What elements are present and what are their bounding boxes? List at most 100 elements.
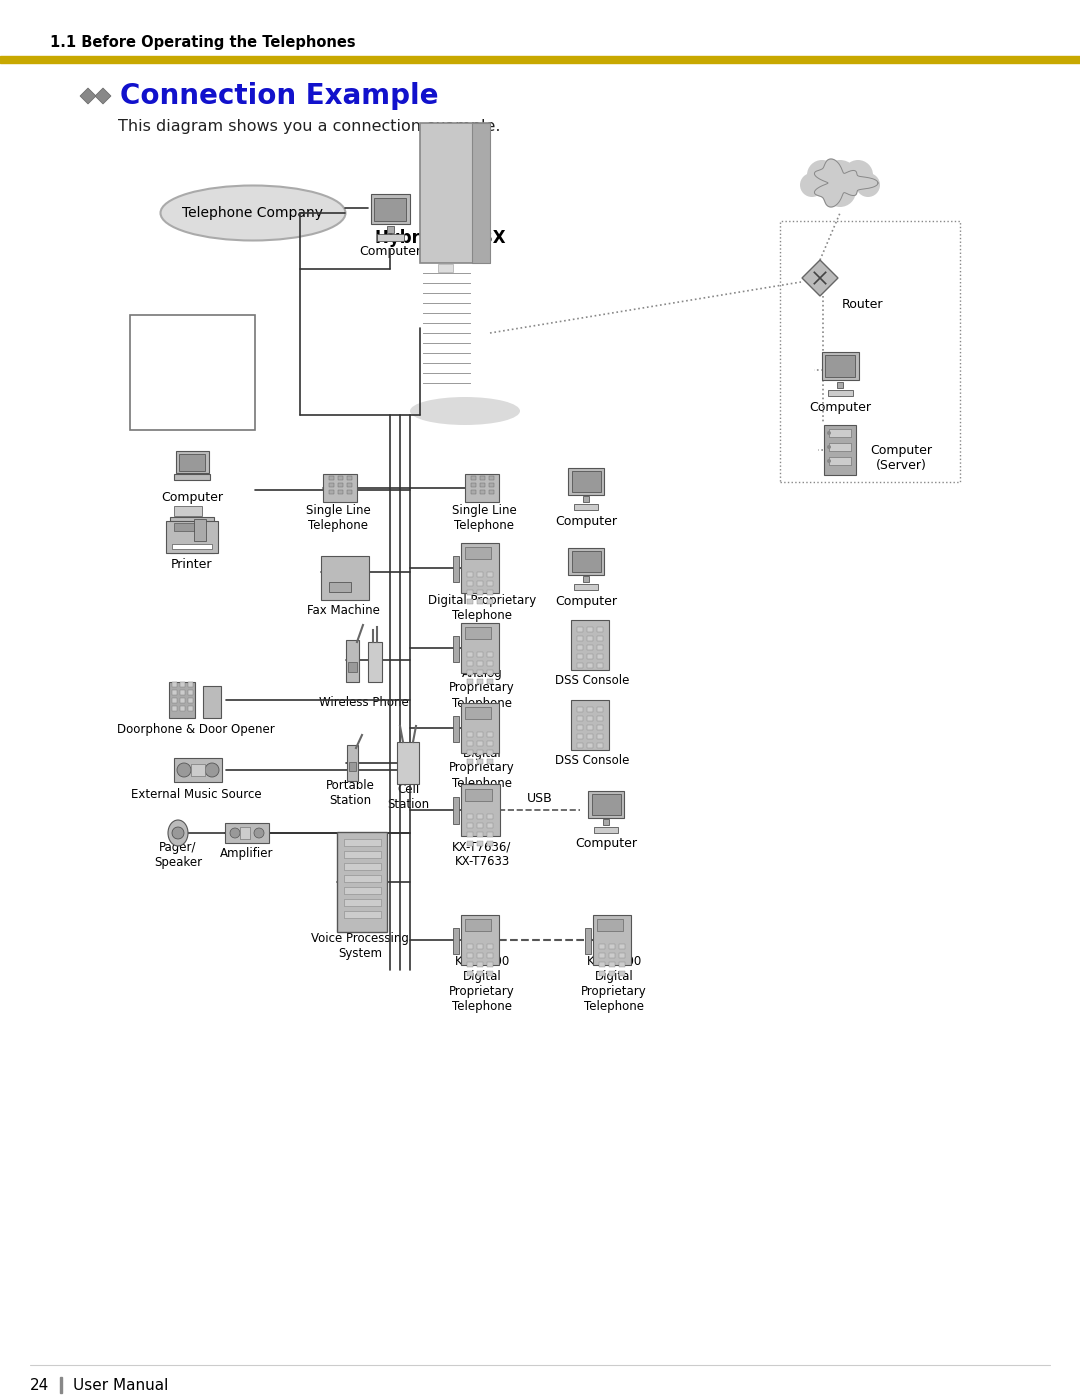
Bar (467, 651, 473, 657)
Bar (480, 490, 485, 495)
Bar (588, 662, 593, 668)
Circle shape (856, 173, 880, 197)
Bar (179, 697, 185, 703)
Bar (191, 764, 205, 775)
Bar (837, 381, 843, 388)
Bar (588, 707, 593, 711)
Bar (130, 314, 255, 430)
Bar (480, 483, 485, 488)
Bar (467, 759, 473, 764)
Bar (597, 919, 623, 930)
Text: Doorphone & Door Opener: Doorphone & Door Opener (117, 724, 275, 736)
Bar (172, 705, 176, 711)
Text: Pager/
Speaker: Pager/ Speaker (154, 841, 202, 869)
Bar (465, 707, 491, 719)
Text: 1.1 Before Operating the Telephones: 1.1 Before Operating the Telephones (50, 35, 355, 49)
Circle shape (843, 161, 873, 190)
Bar (343, 875, 380, 882)
Bar (829, 457, 851, 465)
Bar (577, 733, 583, 739)
Bar (374, 197, 406, 221)
Bar (487, 759, 492, 764)
Bar (599, 961, 605, 967)
Bar (597, 636, 603, 640)
Bar (343, 898, 380, 905)
Bar (467, 831, 473, 837)
Bar (477, 841, 483, 845)
Bar (477, 651, 483, 657)
Text: Computer: Computer (161, 490, 222, 503)
Bar (583, 576, 589, 583)
Text: Connection Example: Connection Example (120, 82, 438, 110)
Bar (172, 543, 212, 549)
Bar (597, 725, 603, 729)
Bar (487, 953, 492, 957)
Ellipse shape (410, 397, 519, 425)
Bar (347, 745, 357, 781)
Bar (583, 496, 589, 502)
Bar (609, 961, 615, 967)
Text: Analog
Proprietary
Telephone: Analog Proprietary Telephone (449, 666, 515, 710)
Bar (172, 682, 176, 686)
Bar (172, 690, 176, 694)
Text: Amplifier: Amplifier (220, 848, 273, 861)
Bar (467, 841, 473, 845)
Bar (465, 474, 499, 502)
Bar (487, 971, 492, 975)
Bar (609, 943, 615, 949)
Bar (472, 123, 490, 263)
Bar (460, 784, 499, 835)
Bar (174, 759, 222, 782)
Circle shape (827, 432, 831, 434)
Text: Portable
Station: Portable Station (325, 780, 375, 807)
Bar (477, 961, 483, 967)
Bar (588, 626, 593, 631)
Text: KX-T7600
Digital
Proprietary
Telephone: KX-T7600 Digital Proprietary Telephone (581, 956, 647, 1013)
Circle shape (800, 173, 824, 197)
Bar (577, 725, 583, 729)
Bar (597, 707, 603, 711)
Bar (487, 571, 492, 577)
Bar (487, 651, 492, 657)
Bar (597, 662, 603, 668)
Bar (188, 682, 192, 686)
Bar (568, 548, 604, 574)
Bar (471, 490, 475, 495)
Bar (179, 682, 185, 686)
Text: Single Line
Telephone: Single Line Telephone (451, 504, 516, 532)
Bar (487, 841, 492, 845)
Polygon shape (80, 88, 96, 103)
Bar (465, 627, 491, 638)
Bar (585, 928, 591, 954)
Bar (588, 644, 593, 650)
Bar (467, 581, 473, 585)
Bar (477, 661, 483, 665)
Bar (477, 740, 483, 746)
Bar (397, 742, 419, 784)
Bar (829, 429, 851, 437)
Text: DSS Console: DSS Console (555, 754, 630, 767)
Circle shape (205, 763, 219, 777)
Bar (487, 823, 492, 827)
Bar (0, 56, 1080, 63)
Text: Cell
Station: Cell Station (387, 782, 429, 812)
Bar (467, 961, 473, 967)
Bar (471, 476, 475, 481)
Polygon shape (814, 159, 878, 207)
Bar (437, 264, 453, 272)
Bar (477, 953, 483, 957)
Bar (477, 759, 483, 764)
Text: Router: Router (842, 298, 883, 310)
Bar (599, 971, 605, 975)
Bar (603, 819, 609, 826)
Bar (464, 789, 491, 800)
Bar (420, 123, 490, 263)
Text: USB: USB (527, 792, 553, 805)
Bar (240, 827, 249, 840)
Bar (619, 961, 625, 967)
Circle shape (827, 446, 831, 448)
Bar (225, 823, 269, 842)
Bar (188, 697, 192, 703)
Bar (487, 813, 492, 819)
Bar (487, 740, 492, 746)
